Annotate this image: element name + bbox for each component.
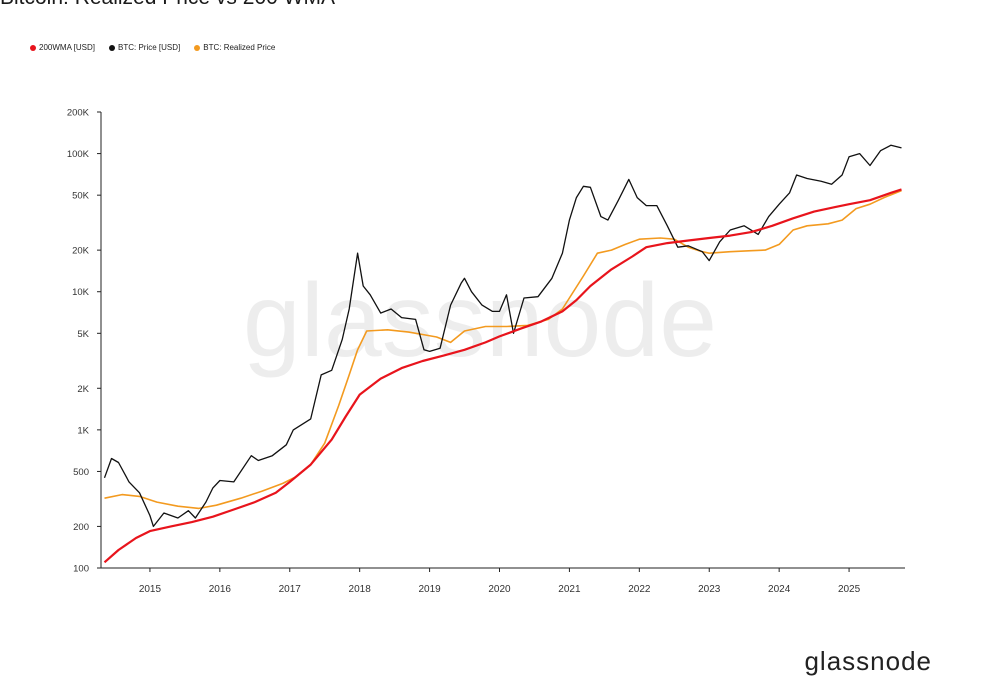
brand-logo-text: glassnode	[804, 646, 932, 676]
y-tick-label: 5K	[77, 329, 89, 340]
x-tick-label: 2023	[698, 584, 721, 595]
legend: 200WMA [USD] BTC: Price [USD] BTC: Reali…	[30, 43, 275, 52]
y-tick-label: 50K	[72, 191, 90, 202]
legend-label-200wma: 200WMA [USD]	[39, 43, 96, 52]
y-tick-label: 500	[73, 467, 89, 478]
y-tick-label: 10K	[72, 287, 90, 298]
legend-item-btc-price[interactable]: BTC: Price [USD]	[109, 43, 180, 52]
x-tick-label: 2016	[209, 584, 232, 595]
x-tick-label: 2015	[139, 584, 162, 595]
y-tick-label: 20K	[72, 246, 90, 257]
y-tick-label: 1K	[77, 425, 89, 436]
y-tick-label: 100	[73, 564, 89, 575]
y-tick-label: 200K	[67, 108, 90, 119]
legend-dot-realized-price	[194, 44, 201, 51]
legend-label-btc-price: BTC: Price [USD]	[118, 43, 181, 52]
legend-item-realized-price[interactable]: BTC: Realized Price	[194, 43, 275, 52]
watermark-text: glassnode	[243, 263, 717, 379]
series-line-200wma	[103, 188, 902, 564]
x-tick-label: 2021	[558, 584, 581, 595]
chart-title: Bitcoin: Realized Price vs 200 WMA	[0, 0, 335, 10]
legend-label-realized-price: BTC: Realized Price	[203, 43, 276, 52]
y-tick-label: 200	[73, 522, 89, 533]
x-tick-label: 2025	[838, 584, 861, 595]
x-tick-label: 2018	[349, 584, 372, 595]
x-tick-label: 2022	[628, 584, 651, 595]
y-tick-label: 2K	[77, 384, 89, 395]
legend-item-200wma[interactable]: 200WMA [USD]	[30, 43, 95, 52]
chart-area: glassnode 100 200 500 1K 2K 5K 10K 20K 50K 100K 20…	[67, 108, 905, 595]
legend-dot-200wma	[30, 44, 36, 51]
x-tick-label: 2019	[418, 584, 441, 595]
x-tick-label: 2020	[488, 584, 511, 595]
y-tick-label: 100K	[67, 149, 90, 160]
x-tick-label: 2024	[768, 584, 791, 595]
x-tick-label: 2017	[279, 584, 302, 595]
legend-dot-btc-price	[109, 44, 116, 51]
series-line-btc-price	[103, 144, 902, 528]
